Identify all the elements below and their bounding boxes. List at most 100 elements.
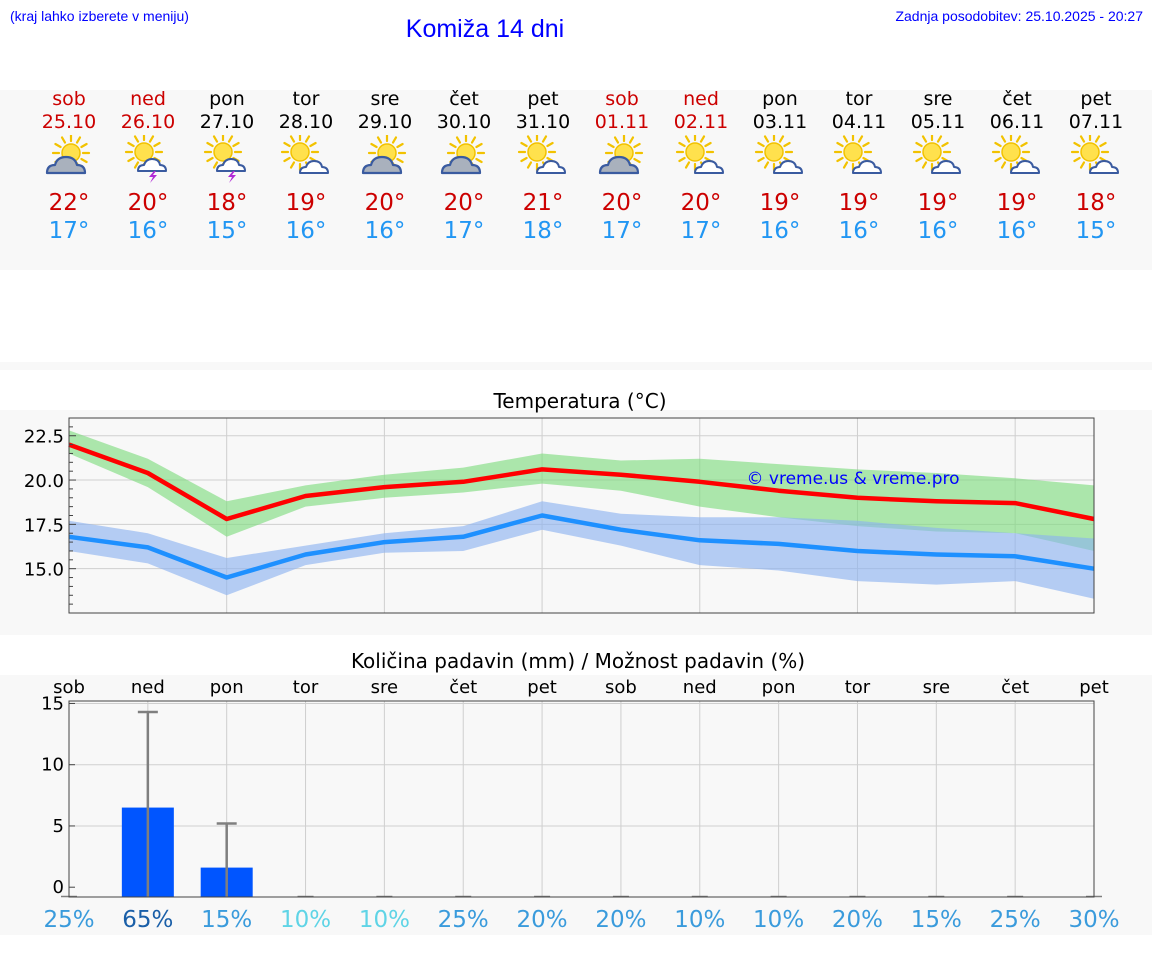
plot-area (69, 701, 1094, 897)
sun-cloud-icon (357, 133, 413, 183)
min-temperature: 15° (206, 218, 248, 244)
day-date: 02.11 (673, 111, 729, 133)
precipitation-probability: 10% (280, 907, 331, 933)
chart-title: Temperatura (°C) (492, 389, 666, 413)
temperature-chart: Temperatura (°C) 15.0 17.5 20.0 22.5 © vreme.… (24, 389, 1095, 614)
min-temperature: 16° (759, 218, 801, 244)
max-temperature: 20° (601, 190, 643, 216)
sun-light-cloud-icon (673, 132, 729, 183)
day-date: 03.11 (752, 111, 808, 133)
max-temperature: 22° (48, 190, 90, 216)
sun-light-cloud-icon (278, 132, 334, 183)
precipitation-probability: 10% (359, 907, 410, 933)
max-temperature: 20° (680, 190, 722, 216)
min-temperature: 16° (917, 218, 959, 244)
min-temperature: 16° (838, 218, 880, 244)
precipitation-chart: Količina padavin (mm) / Možnost padavin … (41, 649, 1119, 933)
x-category-label: pon (210, 677, 244, 698)
sun-light-cloud-icon (989, 132, 1045, 183)
precipitation-probability: 25% (43, 907, 94, 933)
forecast-day: pet 07.11 18° 15° (1056, 88, 1136, 245)
max-temperature: 19° (759, 190, 801, 216)
day-date: 07.11 (1068, 111, 1124, 133)
max-temperature: 21° (522, 190, 564, 216)
min-temperature: 16° (364, 218, 406, 244)
watermark: © vreme.us & vreme.pro (746, 469, 959, 489)
min-temperature: 17° (601, 218, 643, 244)
forecast-day: ned 26.10 20° 16° (108, 88, 188, 245)
y-tick-label: 10 (41, 755, 64, 776)
x-category-label: pet (527, 677, 557, 698)
day-name: pet (1080, 88, 1112, 110)
forecast-day: sre 05.11 19° 16° (898, 88, 978, 245)
y-tick-label: 20.0 (24, 471, 64, 492)
min-temperature: 17° (443, 218, 485, 244)
sun-light-cloud-icon (1068, 132, 1124, 183)
forecast-day: čet 06.11 19° 16° (977, 88, 1057, 245)
day-name: ned (130, 88, 166, 110)
max-temperature: 19° (285, 190, 327, 216)
y-tick-label: 5 (53, 816, 64, 837)
day-date: 26.10 (120, 111, 176, 133)
forecast-band (0, 90, 1152, 270)
last-update: Zadnja posodobitev: 25.10.2025 - 20:27 (895, 8, 1143, 24)
sun-light-cloud-icon (752, 132, 808, 183)
max-temperature: 19° (838, 190, 880, 216)
page-title: Komiža 14 dni (405, 15, 565, 43)
day-date: 30.10 (436, 111, 492, 133)
max-temperature: 19° (917, 190, 959, 216)
day-name: sre (923, 88, 953, 110)
min-temperature: 17° (48, 218, 90, 244)
forecast-day: pon 27.10 18° 15° (187, 88, 267, 245)
max-temperature: 20° (127, 190, 169, 216)
forecast-day: pet 31.10 21° 18° (503, 88, 583, 245)
x-category-label: sob (605, 677, 637, 698)
max-temperature: 18° (206, 190, 248, 216)
day-date: 04.11 (831, 111, 887, 133)
min-temperature: 16° (127, 218, 169, 244)
forecast-day: pon 03.11 19° 16° (740, 88, 820, 245)
sun-cloud-icon (594, 133, 650, 183)
day-date: 29.10 (357, 111, 413, 133)
day-date: 27.10 (199, 111, 255, 133)
day-date: 06.11 (989, 111, 1045, 133)
sun-cloud-icon (436, 133, 492, 183)
day-name: pon (762, 88, 798, 110)
x-category-label: tor (293, 677, 319, 698)
forecast-day: tor 28.10 19° 16° (266, 88, 346, 245)
forecast-day: ned 02.11 20° 17° (661, 88, 741, 245)
location-hint: (kraj lahko izberete v meniju) (10, 8, 189, 24)
x-category-label: čet (1001, 677, 1029, 698)
sun-storm-icon (120, 132, 176, 183)
forecast-day: sob 25.10 22° 17° (29, 88, 109, 245)
x-category-label: ned (683, 677, 717, 698)
forecast-day: sob 01.11 20° 17° (582, 88, 662, 245)
day-date: 01.11 (594, 111, 650, 133)
x-category-label: tor (845, 677, 871, 698)
sun-light-cloud-icon (831, 132, 887, 183)
day-name: sob (52, 88, 86, 110)
precipitation-probability: 25% (438, 907, 489, 933)
max-temperature: 20° (443, 190, 485, 216)
day-name: tor (292, 88, 320, 110)
min-temperature: 16° (996, 218, 1038, 244)
y-tick-label: 22.5 (24, 427, 64, 448)
max-temperature: 19° (996, 190, 1038, 216)
min-temperature: 18° (522, 218, 564, 244)
day-name: tor (845, 88, 873, 110)
min-temperature: 15° (1075, 218, 1117, 244)
precipitation-probability: 30% (1068, 907, 1119, 933)
x-category-label: pon (762, 677, 796, 698)
forecast-day: tor 04.11 19° 16° (819, 88, 899, 245)
x-category-label: pet (1079, 677, 1109, 698)
x-category-label: čet (449, 677, 477, 698)
y-tick-label: 17.5 (24, 515, 64, 536)
precipitation-probability: 20% (832, 907, 883, 933)
min-temperature: 16° (285, 218, 327, 244)
max-temperature: 20° (364, 190, 406, 216)
sun-light-cloud-icon (910, 132, 966, 183)
day-date: 28.10 (278, 111, 334, 133)
x-category-label: sre (923, 677, 950, 698)
plot-frame (68, 700, 1095, 898)
forecast-day: čet 30.10 20° 17° (424, 88, 504, 245)
